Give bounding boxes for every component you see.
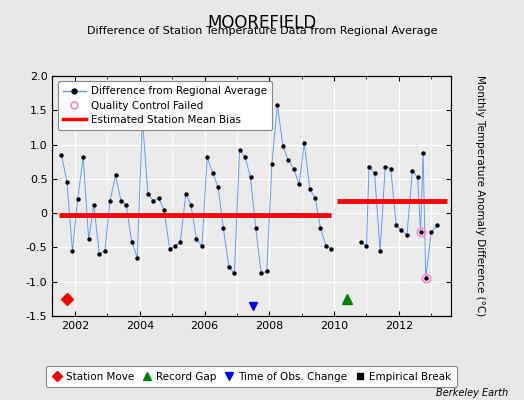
Y-axis label: Monthly Temperature Anomaly Difference (°C): Monthly Temperature Anomaly Difference (… (475, 75, 485, 317)
Text: MOOREFIELD: MOOREFIELD (208, 14, 316, 32)
Legend: Station Move, Record Gap, Time of Obs. Change, Empirical Break: Station Move, Record Gap, Time of Obs. C… (46, 366, 457, 387)
Text: Berkeley Earth: Berkeley Earth (436, 388, 508, 398)
Legend: Difference from Regional Average, Quality Control Failed, Estimated Station Mean: Difference from Regional Average, Qualit… (58, 81, 272, 130)
Text: Difference of Station Temperature Data from Regional Average: Difference of Station Temperature Data f… (87, 26, 437, 36)
